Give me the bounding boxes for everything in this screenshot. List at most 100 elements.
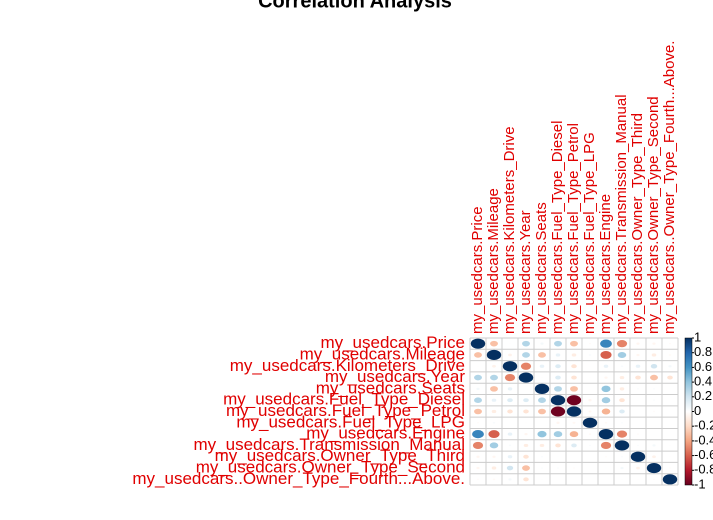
corr-circle [522,340,530,347]
column-label: my_usedcars.Price [469,206,486,334]
corr-circle [588,342,592,345]
corr-circle [620,456,624,458]
corr-circle [523,398,529,403]
corr-circle [491,466,497,470]
corr-circle [652,410,656,413]
colorbar-tick-label: 0.4 [694,374,712,389]
corr-circle [541,478,543,480]
corr-circle [492,421,496,424]
colorbar-tick-label: -0.6 [694,447,713,462]
corr-circle [474,374,482,381]
corr-circle [502,361,518,372]
corr-circle [620,365,624,368]
column-label: my_usedcars.Fuel_Type_LPG [581,132,598,334]
corr-circle [646,462,662,474]
corr-circle [668,365,672,368]
corr-circle [550,406,566,417]
corr-circle [601,397,611,404]
corr-circle [604,376,608,379]
corr-circle [650,374,658,381]
corr-circle [538,397,546,403]
corr-circle [477,365,479,367]
corr-circle [571,353,577,357]
corr-circle [539,443,545,448]
corr-circle [556,421,560,424]
corr-circle [539,364,545,368]
corr-circle [605,467,607,469]
colorbar-tick-label: 0.6 [694,359,712,374]
corr-circle [570,386,578,392]
corr-circle [614,440,630,451]
corr-circle [588,410,592,413]
corr-circle [509,343,511,345]
corr-circle [488,430,500,439]
colorbar-tick-label: 0.2 [694,388,712,403]
corr-circle [553,431,563,438]
corr-circle [616,430,628,438]
corr-circle [525,388,527,390]
row-label: my_usedcars.Year [325,367,466,386]
row-label: my_usedcars.Engine [306,424,465,443]
corr-circle [508,478,512,481]
row-label: my_usedcars.Fuel_Type_Petrol [226,401,465,420]
corr-circle [570,340,578,347]
corr-circle [492,364,496,368]
corr-circle [571,443,577,448]
corr-circle [520,362,532,370]
row-label: my_usedcars.Owner_Type_Third [215,446,465,465]
corr-circle [534,383,550,394]
corr-circle [636,444,640,447]
corr-circle [652,478,656,481]
corr-circle [588,444,592,447]
corr-circle [604,421,608,424]
corr-circle [636,433,640,435]
colorbar-tick-label: 0.8 [694,344,712,359]
corr-circle [474,352,482,358]
corr-circle [620,422,624,424]
corr-circle [636,388,640,390]
colorbar [684,337,693,486]
corr-circle [636,342,640,345]
corr-circle [486,349,502,361]
corr-circle [525,422,527,424]
column-label: my_usedcars..Owner_Type_Fourth...Above. [661,41,678,334]
corr-circle [652,444,656,447]
corr-circle [566,395,582,406]
row-label: my_usedcars.Fuel_Type_Diesel [223,390,465,409]
corr-circle [635,375,641,380]
corr-circle [490,386,498,392]
corr-circle [523,454,529,459]
corr-circle [540,467,544,469]
colorbar-tick-label: -0.4 [694,432,713,447]
corr-circle [669,456,671,458]
corr-circle [476,387,480,391]
corr-circle [555,375,561,380]
corr-circle [492,478,496,481]
corr-circle [637,399,639,401]
corr-circle [636,353,640,357]
corr-circle [650,363,658,369]
corr-circle [470,338,486,349]
corr-circle [621,478,623,480]
corr-circle [507,387,513,391]
corr-circle [667,375,673,380]
colorbar-tick-label: -1 [694,476,706,491]
corr-circle [522,352,530,358]
corr-circle [600,441,612,450]
row-label: my_usedcars.Transmission_Manual [194,435,465,454]
corr-circle [569,431,579,438]
corr-circle [555,353,561,357]
corr-circle [490,340,498,347]
chart-title: Correlation Analysis [258,0,452,12]
corr-circle [620,466,624,470]
corr-circle [572,421,576,424]
corr-circle [653,433,655,435]
corr-circle [652,388,656,390]
corr-circle [601,385,611,393]
column-label: my_usedcars.Fuel_Type_Diesel [549,121,566,334]
row-label: my_usedcars.Seats [316,378,465,397]
column-label: my_usedcars.Fuel_Type_Petrol [565,123,582,334]
corr-circle [566,406,582,417]
colorbar-tick-label: 1 [694,329,701,344]
